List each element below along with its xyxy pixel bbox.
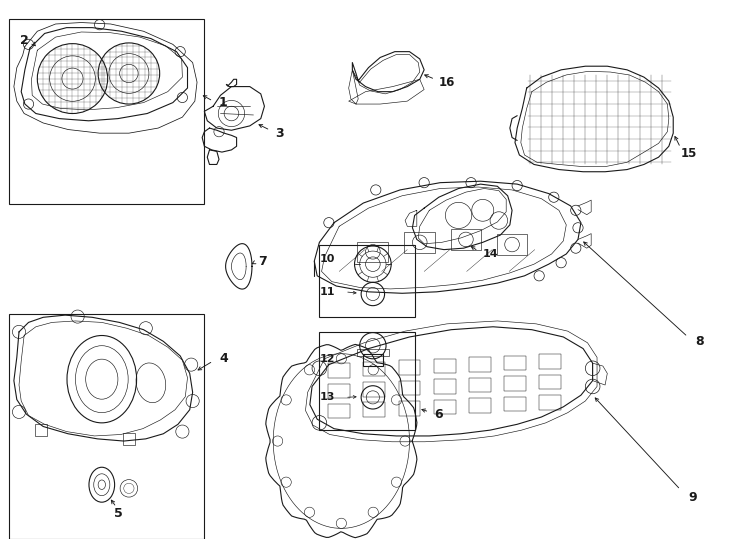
Text: 11: 11 bbox=[320, 287, 335, 297]
Bar bbox=[10, 19, 203, 205]
Bar bbox=[363, 354, 383, 366]
Bar bbox=[504, 356, 526, 370]
Bar bbox=[357, 241, 388, 262]
Bar bbox=[319, 245, 415, 318]
Bar bbox=[328, 383, 350, 398]
Bar bbox=[319, 332, 415, 430]
Bar bbox=[363, 362, 385, 376]
Text: 14: 14 bbox=[483, 249, 498, 259]
Bar bbox=[399, 381, 421, 395]
Text: 2: 2 bbox=[21, 34, 29, 47]
Text: 8: 8 bbox=[695, 335, 704, 348]
Text: 13: 13 bbox=[320, 393, 335, 402]
Bar bbox=[539, 354, 561, 369]
Bar bbox=[123, 433, 135, 444]
Bar bbox=[469, 398, 491, 413]
Text: 5: 5 bbox=[114, 508, 123, 521]
Text: 4: 4 bbox=[219, 352, 228, 365]
Text: 9: 9 bbox=[688, 491, 697, 504]
Bar bbox=[363, 402, 385, 417]
Bar bbox=[469, 357, 491, 372]
Bar bbox=[399, 401, 421, 416]
Bar bbox=[328, 363, 350, 377]
Text: 10: 10 bbox=[320, 254, 335, 264]
Text: 3: 3 bbox=[275, 127, 284, 140]
Bar bbox=[539, 375, 561, 389]
Bar bbox=[357, 349, 389, 356]
Bar bbox=[539, 395, 561, 410]
Text: 1: 1 bbox=[219, 96, 228, 109]
Bar bbox=[399, 360, 421, 375]
Text: 15: 15 bbox=[680, 147, 697, 160]
Text: 12: 12 bbox=[320, 354, 335, 364]
Bar bbox=[434, 359, 456, 373]
Bar bbox=[469, 377, 491, 392]
Bar bbox=[504, 397, 526, 411]
Bar bbox=[328, 404, 350, 418]
Bar bbox=[434, 400, 456, 414]
Bar bbox=[434, 379, 456, 394]
Text: 6: 6 bbox=[435, 408, 443, 421]
Bar bbox=[504, 376, 526, 391]
Bar bbox=[451, 230, 482, 249]
Bar bbox=[10, 314, 203, 539]
Bar bbox=[497, 234, 528, 255]
Bar bbox=[363, 382, 385, 397]
Text: 7: 7 bbox=[258, 255, 267, 268]
Text: 16: 16 bbox=[439, 76, 455, 89]
Bar bbox=[404, 232, 435, 253]
Bar bbox=[35, 424, 47, 436]
